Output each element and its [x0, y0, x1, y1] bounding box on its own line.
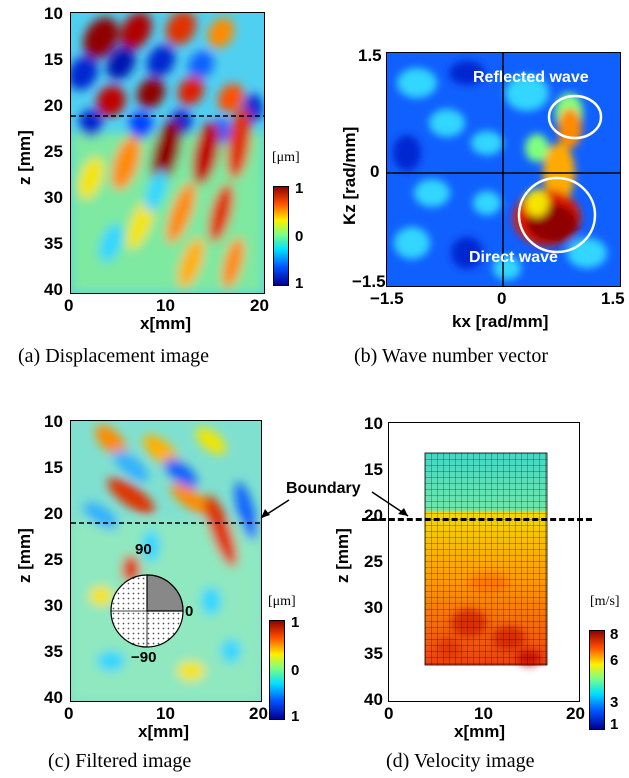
ytick-b-top: 1.5 [358, 46, 382, 66]
caption-c: (c) Filtered image [48, 750, 191, 773]
xtick-c-20: 20 [249, 704, 268, 724]
xtick-c-0: 0 [64, 704, 73, 724]
colorbar-d-tick-8: 8 [610, 626, 618, 643]
colorbar-c-tick-mid: 0 [291, 662, 299, 679]
ytick-c-30: 30 [44, 596, 63, 616]
caption-b: (b) Wave number vector [354, 345, 548, 368]
displacement-map [70, 12, 265, 294]
filtered-map: 90 0 −90 [70, 420, 262, 702]
ytick-a-10: 10 [44, 4, 63, 24]
ytick-c-20: 20 [44, 504, 63, 524]
colorbar-unit-d: [m/s] [590, 594, 620, 610]
velocity-frame [388, 422, 580, 702]
ytick-a-15: 15 [44, 50, 63, 70]
ytick-c-35: 35 [44, 642, 63, 662]
xtick-b-right: 1.5 [601, 289, 625, 309]
xtick-d-10: 10 [474, 704, 493, 724]
xlabel-a: x[mm] [140, 314, 191, 334]
boundary-arrow-c [255, 496, 295, 526]
ytick-a-40: 40 [44, 280, 63, 300]
ytick-c-25: 25 [44, 550, 63, 570]
ytick-b-mid: 0 [370, 162, 379, 182]
ytick-d-40: 40 [364, 690, 383, 710]
colorbar-c-tick-top: 1 [291, 614, 299, 631]
ylabel-a: z [mm] [15, 115, 35, 185]
colorbar-d-tick-3: 3 [610, 694, 618, 711]
caption-d: (d) Velocity image [386, 750, 534, 773]
ytick-d-25: 25 [364, 552, 383, 572]
xtick-d-0: 0 [384, 704, 393, 724]
colorbar-a-tick-bottom: 1 [295, 275, 303, 292]
ytick-d-10: 10 [364, 414, 383, 434]
angle-filter-inset [111, 575, 183, 647]
inset-label-0: 0 [185, 603, 193, 620]
caption-a: (a) Displacement image [18, 345, 209, 368]
colorbar-d-tick-1: 1 [610, 716, 618, 733]
colorbar-unit-c: [μm] [268, 594, 296, 610]
ytick-c-10: 10 [44, 412, 63, 432]
label-direct-wave: Direct wave [469, 249, 558, 267]
xlabel-c: x[mm] [138, 722, 189, 742]
colorbar-c-tick-bottom: 1 [291, 708, 299, 725]
ytick-d-15: 15 [364, 460, 383, 480]
colorbar-a [273, 186, 289, 286]
colorbar-unit-a: [μm] [272, 150, 300, 166]
displacement-field [71, 13, 264, 293]
colorbar-d [589, 630, 605, 730]
ytick-c-40: 40 [44, 688, 63, 708]
boundary-arrow [370, 488, 430, 528]
boundary-label: Boundary [286, 480, 361, 498]
ylabel-c: z [mm] [15, 513, 35, 583]
ytick-d-35: 35 [364, 644, 383, 664]
inset-label-90: 90 [135, 541, 152, 558]
ytick-d-30: 30 [364, 598, 383, 618]
ytick-a-20: 20 [44, 96, 63, 116]
velocity-field [389, 423, 579, 701]
colorbar-d-tick-6: 6 [610, 652, 618, 669]
ylabel-d: z [mm] [333, 513, 353, 583]
xlabel-d: x[mm] [454, 722, 505, 742]
colorbar-a-tick-top: 1 [295, 180, 303, 197]
ytick-a-30: 30 [44, 188, 63, 208]
wavenumber-map: Reflected wave Direct wave [386, 52, 621, 287]
xtick-a-0: 0 [64, 296, 73, 316]
xtick-a-10: 10 [156, 296, 175, 316]
colorbar-a-tick-mid: 0 [295, 228, 303, 245]
filtered-field [71, 421, 261, 701]
xtick-c-10: 10 [156, 704, 175, 724]
colorbar-c [269, 620, 285, 720]
xtick-a-20: 20 [250, 296, 269, 316]
ylabel-b: Kz [rad/mm] [340, 115, 360, 225]
ytick-a-35: 35 [44, 234, 63, 254]
label-reflected-wave: Reflected wave [473, 69, 589, 87]
xtick-b-left: −1.5 [370, 289, 404, 309]
ytick-c-15: 15 [44, 458, 63, 478]
xlabel-b: kx [rad/mm] [452, 312, 548, 332]
xtick-b-mid: 0 [497, 289, 506, 309]
inset-label-minus90: −90 [131, 649, 156, 666]
ytick-a-25: 25 [44, 142, 63, 162]
xtick-d-20: 20 [566, 704, 585, 724]
